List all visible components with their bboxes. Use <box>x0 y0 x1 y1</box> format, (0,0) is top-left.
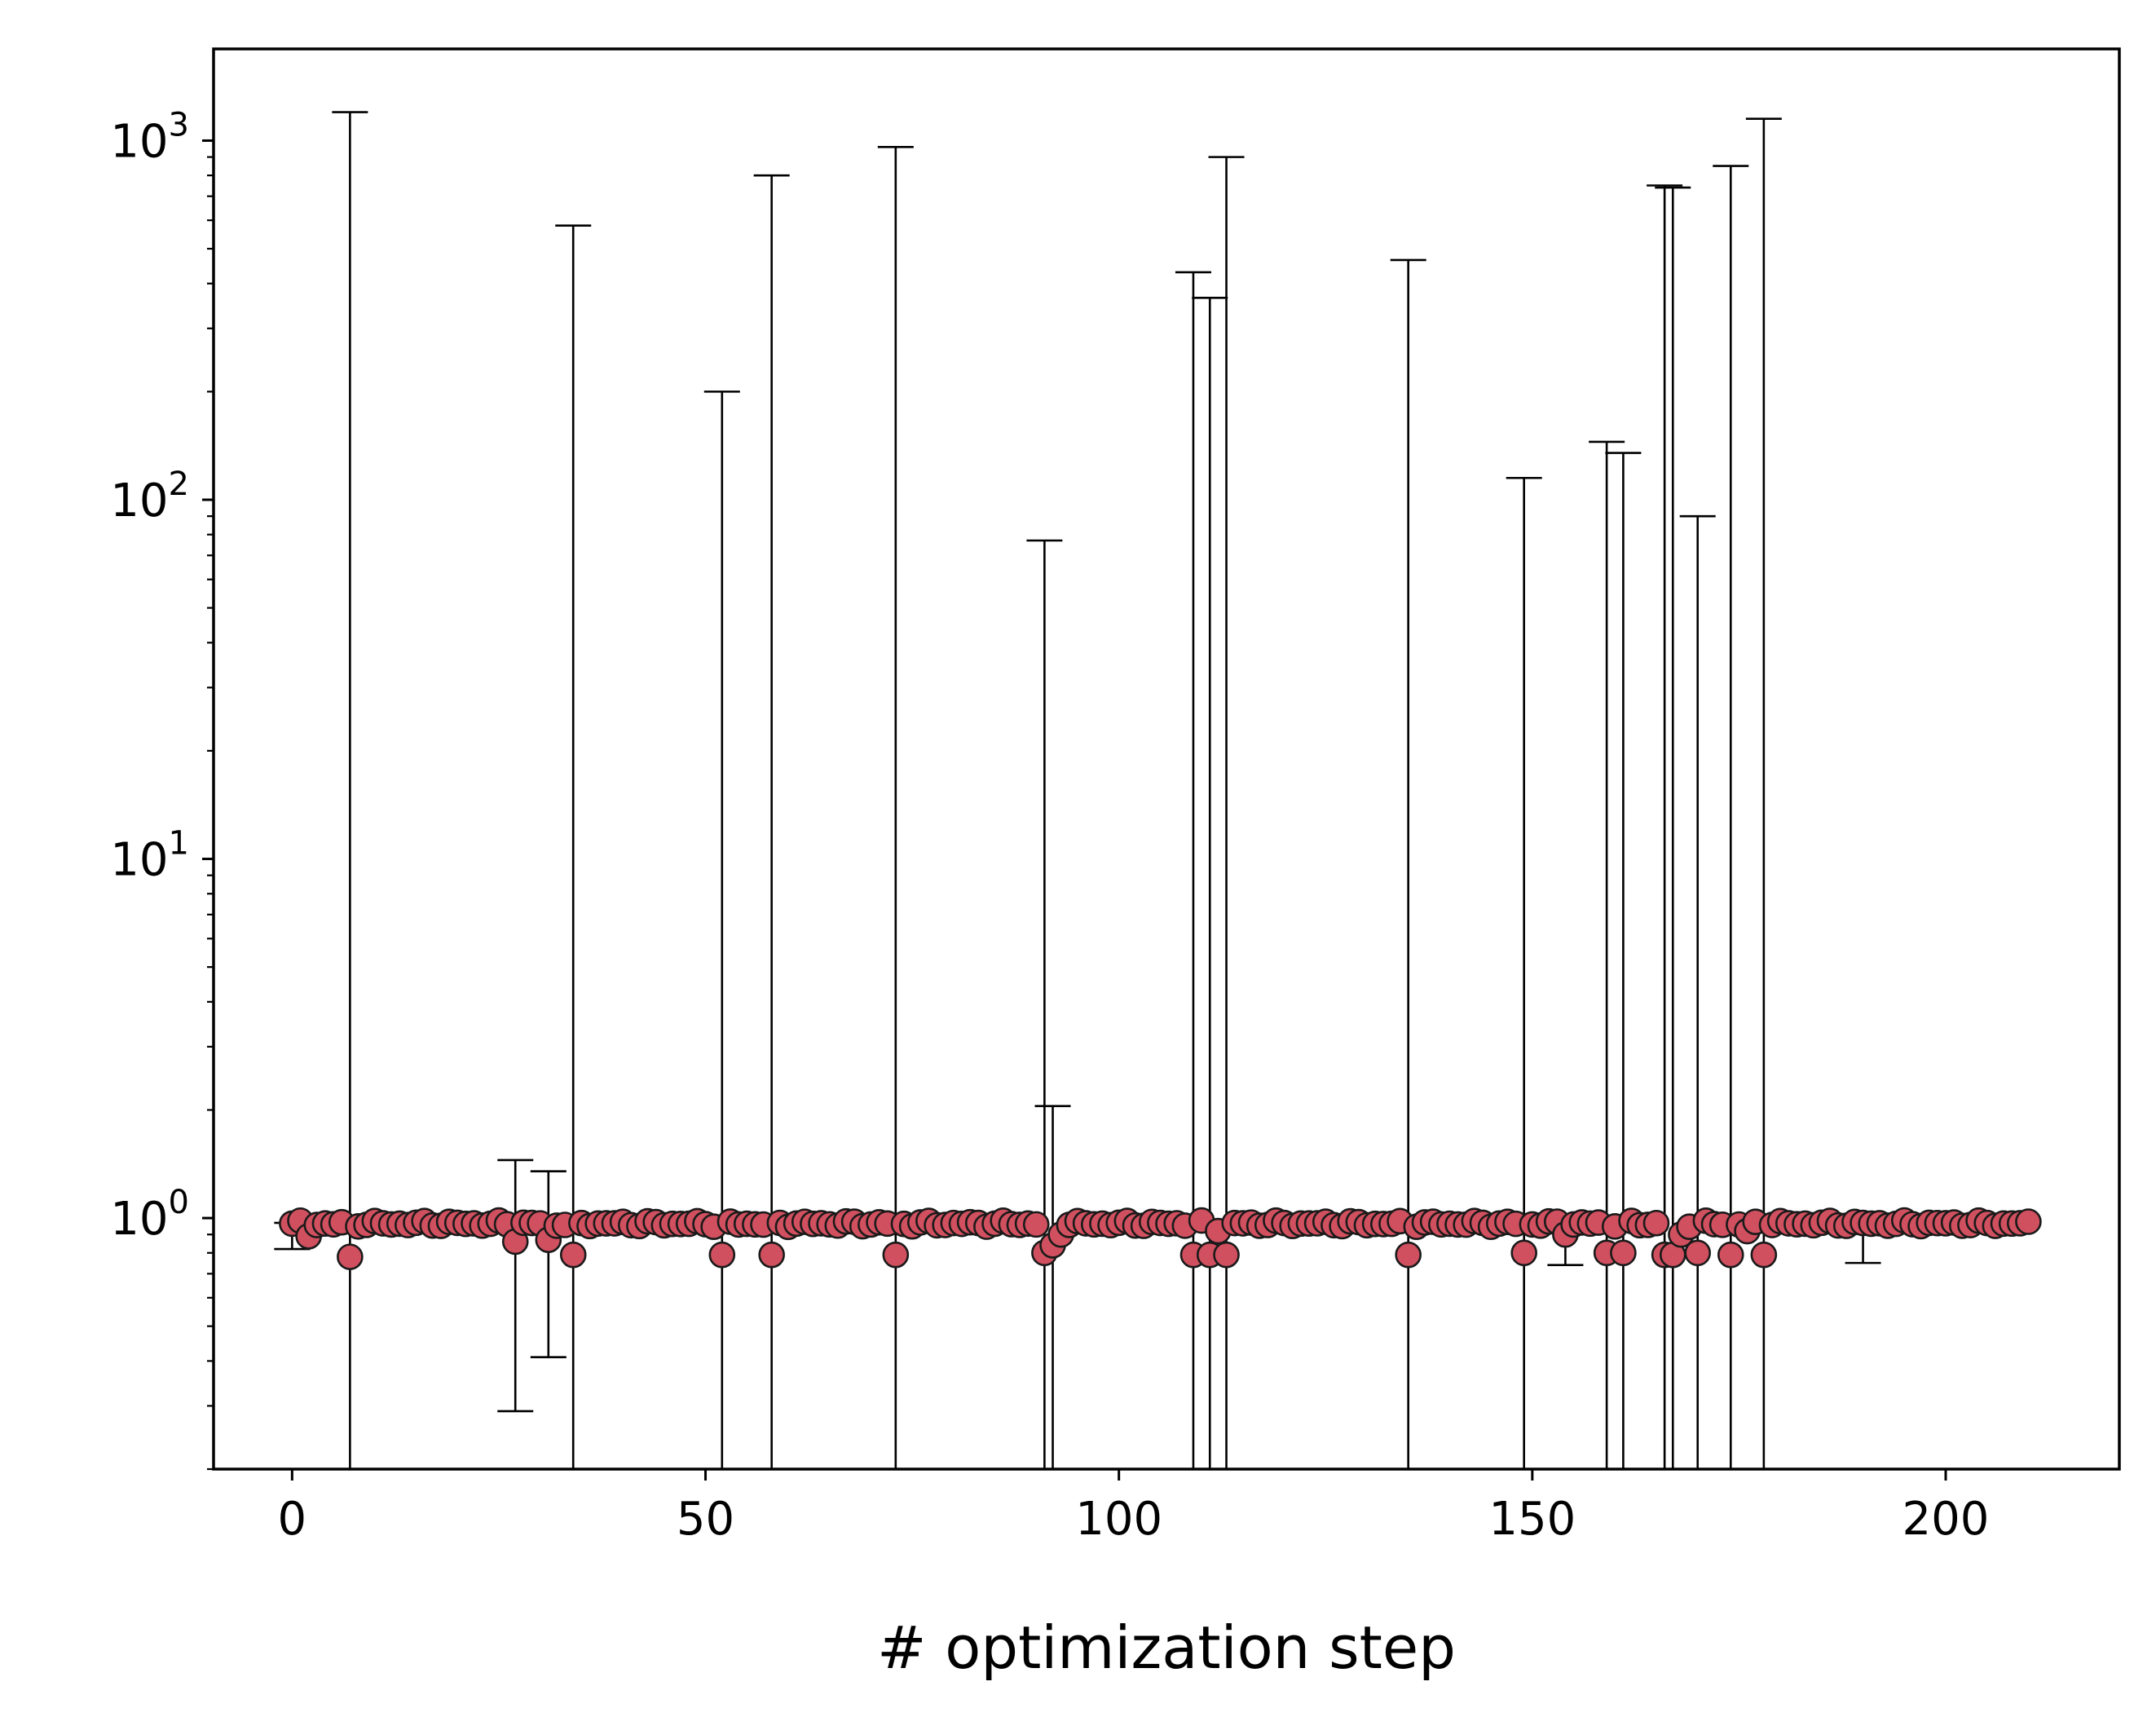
y-tick-label-1000: 103 <box>110 106 189 168</box>
x-tick-label-100: 100 <box>1075 1493 1162 1546</box>
y-tick-base: 10 <box>110 474 168 527</box>
y-tick-exponent: 1 <box>169 825 189 863</box>
y-tick-exponent: 0 <box>169 1184 189 1221</box>
data-point-58 <box>758 1241 785 1269</box>
x-axis: 0 50 100 150 200 <box>278 1469 1990 1546</box>
data-point-73 <box>882 1241 910 1269</box>
data-point-149 <box>1510 1239 1537 1267</box>
data-point-178 <box>1750 1241 1778 1269</box>
plot-frame <box>212 47 2121 1471</box>
y-tick-exponent: 2 <box>169 466 189 503</box>
y-tick-base: 10 <box>110 115 168 168</box>
data-point-7 <box>337 1243 364 1270</box>
x-tick-label-150: 150 <box>1488 1493 1576 1546</box>
data-point-90 <box>1022 1211 1050 1238</box>
y-tick-exponent: 3 <box>169 106 189 143</box>
y-tick-label-10: 101 <box>110 825 189 887</box>
x-tick-label-50: 50 <box>677 1493 734 1546</box>
data-point-113 <box>1213 1241 1240 1269</box>
data-point-52 <box>708 1241 736 1269</box>
points-layer <box>279 1207 2042 1270</box>
data-point-161 <box>1610 1239 1637 1267</box>
data-point-34 <box>559 1241 587 1269</box>
data-point-165 <box>1642 1209 1670 1237</box>
data-point-135 <box>1395 1241 1422 1269</box>
y-tick-base: 10 <box>110 1193 168 1246</box>
x-tick-label-0: 0 <box>278 1493 307 1546</box>
y-tick-label-100: 102 <box>110 466 189 527</box>
x-axis-title: # optimization step <box>877 1613 1456 1682</box>
data-point-174 <box>1717 1241 1744 1269</box>
data-point-210 <box>2015 1208 2042 1235</box>
data-point-170 <box>1684 1239 1711 1267</box>
errorbar-layer <box>274 111 1881 1469</box>
x-tick-label-200: 200 <box>1902 1493 1990 1546</box>
y-tick-label-1: 100 <box>110 1184 189 1246</box>
y-tick-base: 10 <box>110 834 168 887</box>
